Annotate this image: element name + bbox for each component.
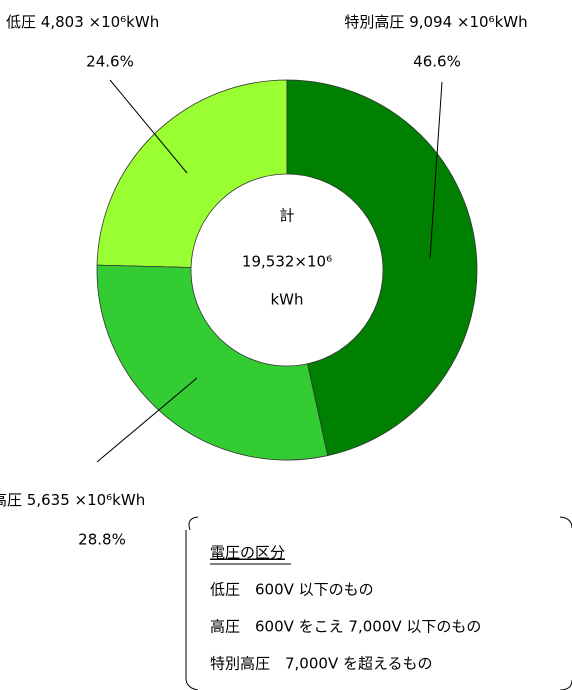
leader-line — [429, 81, 443, 259]
value-label: 9,094 ×10⁶kWh — [409, 13, 527, 31]
donut-slice — [96, 264, 329, 461]
note-line: 特別高圧 7,000V を超えるもの — [210, 655, 433, 673]
note-line: 高圧 600V をこえ 7,000V 以下のもの — [210, 618, 481, 636]
donut-slice — [96, 79, 288, 268]
note-title: 電圧の区分 — [210, 544, 285, 562]
percentage-label: 24.6% — [86, 53, 134, 71]
note-line: 低圧 600V 以下のもの — [210, 581, 374, 599]
percentage-label: 28.8% — [78, 531, 126, 549]
leader-line — [96, 377, 198, 463]
percentage-label: 46.6% — [413, 53, 461, 71]
category-name: 低圧 — [6, 13, 36, 31]
leader-line — [109, 79, 188, 174]
value-label: 4,803 ×10⁶kWh — [41, 13, 159, 31]
note-bracket — [185, 516, 572, 690]
donut-slice — [286, 79, 478, 457]
category-name: 高圧 — [0, 491, 22, 509]
center-label: 19,532×10⁶ — [242, 253, 332, 271]
value-label: 5,635 ×10⁶kWh — [27, 491, 145, 509]
slice-label: 特別高圧 9,094 ×10⁶kWh — [344, 13, 527, 31]
slice-label: 高圧 5,635 ×10⁶kWh — [0, 491, 145, 509]
center-label: 計 — [279, 207, 294, 225]
category-name: 特別高圧 — [344, 13, 404, 31]
center-label: kWh — [270, 291, 303, 309]
slice-label: 低圧 4,803 ×10⁶kWh — [6, 13, 159, 31]
